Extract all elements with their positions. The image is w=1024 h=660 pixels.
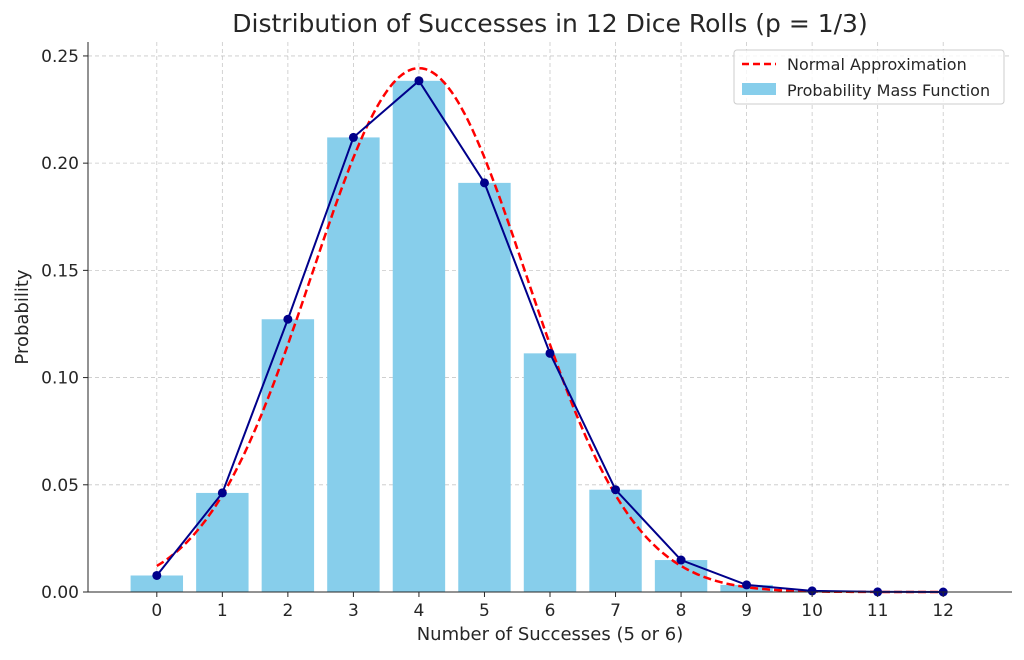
x-tick-label: 6: [545, 601, 556, 621]
pmf-point: [480, 178, 489, 187]
x-tick-label: 11: [867, 601, 889, 621]
x-tick-label: 1: [217, 601, 228, 621]
pmf-point: [349, 133, 358, 142]
legend-label-pmf: Probability Mass Function: [787, 81, 990, 100]
x-tick-label: 3: [348, 601, 359, 621]
y-tick-label: 0.00: [41, 583, 79, 603]
x-tick-label: 8: [676, 601, 687, 621]
bar: [458, 183, 510, 592]
pmf-point: [283, 315, 292, 324]
x-tick-label: 0: [151, 601, 162, 621]
x-tick-label: 4: [414, 601, 425, 621]
bar: [524, 353, 576, 592]
chart-title: Distribution of Successes in 12 Dice Rol…: [232, 9, 867, 38]
legend-label-normal: Normal Approximation: [787, 55, 967, 74]
y-tick-label: 0.10: [41, 369, 79, 389]
x-tick-label: 2: [282, 601, 293, 621]
bar: [589, 490, 641, 592]
legend-swatch-pmf: [742, 83, 776, 95]
x-axis-label: Number of Successes (5 or 6): [417, 624, 684, 645]
pmf-point: [414, 76, 423, 85]
legend: Normal Approximation Probability Mass Fu…: [734, 50, 1004, 104]
x-tick-label: 5: [479, 601, 490, 621]
y-axis-label: Probability: [12, 269, 33, 364]
pmf-point: [742, 580, 751, 589]
bar: [196, 493, 248, 592]
bar: [393, 81, 445, 592]
x-tick-label: 10: [801, 601, 823, 621]
x-tick-label: 12: [932, 601, 954, 621]
y-tick-label: 0.25: [41, 47, 79, 67]
pmf-point: [152, 571, 161, 580]
y-tick-label: 0.20: [41, 154, 79, 174]
pmf-point: [546, 349, 555, 358]
pmf-point: [677, 556, 686, 565]
x-tick-label: 7: [610, 601, 621, 621]
pmf-point: [218, 488, 227, 497]
bar: [262, 319, 314, 592]
x-tick-label: 9: [741, 601, 752, 621]
y-tick-label: 0.05: [41, 476, 79, 496]
pmf-point: [611, 485, 620, 494]
y-tick-label: 0.15: [41, 261, 79, 281]
